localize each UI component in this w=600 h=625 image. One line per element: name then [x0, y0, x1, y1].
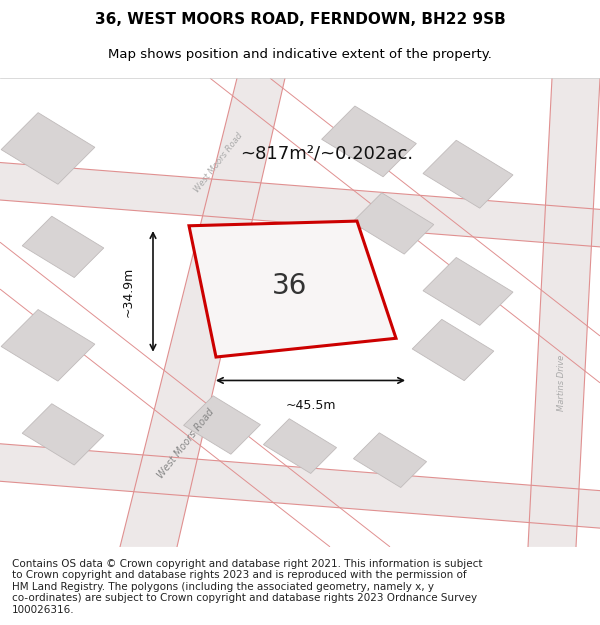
Text: Contains OS data © Crown copyright and database right 2021. This information is : Contains OS data © Crown copyright and d… [12, 559, 482, 615]
Polygon shape [263, 419, 337, 474]
Text: Map shows position and indicative extent of the property.: Map shows position and indicative extent… [108, 48, 492, 61]
Polygon shape [0, 444, 600, 528]
Polygon shape [528, 78, 600, 547]
Polygon shape [22, 216, 104, 278]
Text: ~34.9m: ~34.9m [122, 266, 135, 316]
Text: ~45.5m: ~45.5m [285, 399, 336, 412]
Polygon shape [423, 258, 513, 326]
Text: ~817m²/~0.202ac.: ~817m²/~0.202ac. [240, 144, 413, 162]
Polygon shape [120, 78, 285, 547]
Polygon shape [412, 319, 494, 381]
Text: 36, WEST MOORS ROAD, FERNDOWN, BH22 9SB: 36, WEST MOORS ROAD, FERNDOWN, BH22 9SB [95, 12, 505, 27]
Polygon shape [189, 221, 396, 357]
Polygon shape [22, 404, 104, 465]
Text: 36: 36 [272, 271, 307, 299]
Polygon shape [423, 140, 513, 208]
Polygon shape [353, 432, 427, 488]
Polygon shape [1, 112, 95, 184]
Polygon shape [184, 396, 260, 454]
Polygon shape [0, 162, 600, 247]
Polygon shape [1, 309, 95, 381]
Polygon shape [322, 106, 416, 177]
Text: Martins Drive: Martins Drive [557, 355, 566, 411]
Polygon shape [352, 192, 434, 254]
Text: West Moors Road: West Moors Road [193, 131, 245, 194]
Text: West Moors Road: West Moors Road [156, 407, 216, 481]
